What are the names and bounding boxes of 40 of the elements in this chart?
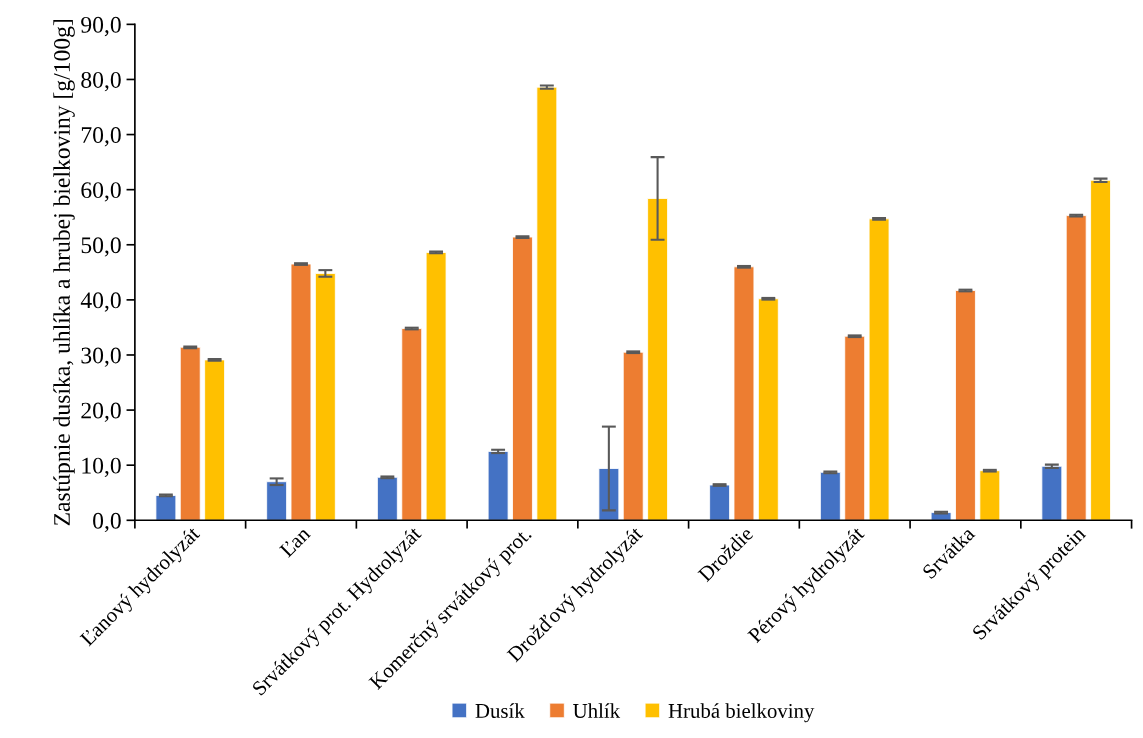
y-tick-label: 40,0 xyxy=(80,292,121,312)
bar xyxy=(1065,215,1087,521)
bar xyxy=(819,471,841,521)
bar xyxy=(376,476,398,521)
y-axis-title: Zastúpnie dusíka, uhlíka a hrubej bielkoviny [g/100g] xyxy=(53,19,75,526)
y-tick-label: 80,0 xyxy=(81,71,121,92)
legend-label: Uhlík xyxy=(573,703,621,718)
bar xyxy=(401,328,423,521)
bar xyxy=(733,266,755,521)
x-tick-label: Ľan xyxy=(279,525,312,558)
bar xyxy=(1090,179,1111,521)
y-tick-label: 70,0 xyxy=(81,127,121,147)
y-tick-label: 90,0 xyxy=(81,16,121,37)
y-tick-label: 20,0 xyxy=(81,402,121,422)
bar xyxy=(314,273,336,521)
bar xyxy=(868,218,890,521)
y-tick-label: 50,0 xyxy=(81,237,121,257)
bar xyxy=(512,236,533,521)
bar xyxy=(1041,465,1063,521)
bar xyxy=(179,346,201,521)
y-tick-label: 0,0 xyxy=(93,512,121,533)
y-tick-label: 10,0 xyxy=(82,457,121,478)
bar xyxy=(647,198,668,521)
bar xyxy=(709,484,730,521)
bar xyxy=(425,252,447,521)
bar xyxy=(955,290,976,521)
bar xyxy=(266,481,288,521)
y-tick-label: 60,0 xyxy=(81,182,121,202)
legend-label: Dusík xyxy=(475,703,525,718)
bar xyxy=(979,470,1001,521)
legend-label: Hrubá bielkoviny xyxy=(668,703,815,723)
bar xyxy=(487,450,509,521)
bar xyxy=(204,359,225,521)
bar xyxy=(155,495,177,521)
bar xyxy=(844,335,866,521)
bar xyxy=(536,86,558,521)
y-tick-label: 30,0 xyxy=(81,347,121,367)
bar xyxy=(290,263,312,521)
bar xyxy=(757,298,779,521)
bar xyxy=(622,351,644,521)
